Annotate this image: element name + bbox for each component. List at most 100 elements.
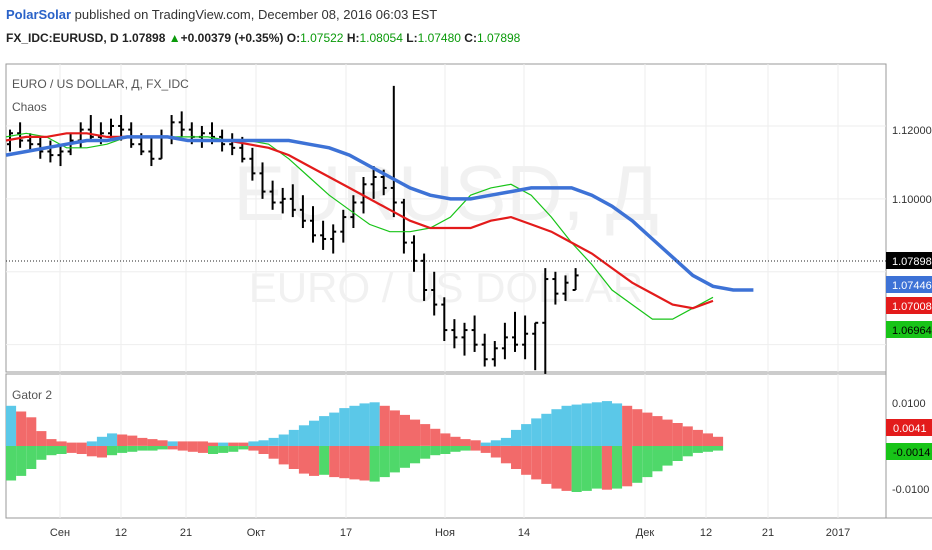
price-bar-51 bbox=[522, 315, 529, 360]
gator-lower-bar-39 bbox=[399, 446, 410, 468]
gator-upper-bar-25 bbox=[258, 440, 269, 447]
gator-upper-bar-52 bbox=[531, 418, 542, 446]
gator-lower-bar-41 bbox=[420, 446, 431, 459]
gator-lower-bar-68 bbox=[692, 446, 703, 453]
lower-pane-title: Gator 2 bbox=[12, 388, 52, 402]
low-value: 1.07480 bbox=[417, 31, 461, 45]
gator-lower-bar-8 bbox=[86, 446, 97, 457]
gator-lower-bar-45 bbox=[460, 446, 471, 451]
gator-upper-bar-43 bbox=[440, 433, 451, 447]
price-bar-25 bbox=[259, 162, 266, 199]
gator-lower-bar-46 bbox=[470, 446, 481, 451]
x-label-12b: 12 bbox=[700, 527, 712, 539]
svg-text:1.06964: 1.06964 bbox=[892, 325, 932, 337]
gator-lower-bar-14 bbox=[147, 446, 158, 451]
gator-lower-bar-29 bbox=[298, 446, 309, 474]
gator-lower-bar-48 bbox=[490, 446, 501, 458]
gator-upper-bar-55 bbox=[561, 405, 572, 447]
gator-lower-bar-56 bbox=[571, 446, 582, 492]
gator-upper-bar-22 bbox=[228, 442, 239, 446]
gator-upper-bar-11 bbox=[117, 434, 128, 446]
gator-upper-bar-9 bbox=[96, 436, 107, 446]
gator-histogram bbox=[6, 401, 724, 492]
gator-lower-bar-16 bbox=[167, 446, 178, 450]
gator-lower-bar-57 bbox=[581, 446, 592, 491]
gator-upper-bar-50 bbox=[511, 429, 522, 446]
gator-lower-bar-40 bbox=[410, 446, 421, 464]
price-bar-26 bbox=[269, 180, 276, 210]
gator-lower-bar-64 bbox=[652, 446, 663, 472]
price-bar-30 bbox=[310, 206, 316, 243]
price-label-last: 1.07898 bbox=[886, 252, 932, 269]
gator-upper-bar-13 bbox=[137, 437, 148, 446]
gator-lower-bar-54 bbox=[551, 446, 562, 489]
gator-upper-bar-64 bbox=[652, 416, 663, 446]
author-link[interactable]: PolarSolar bbox=[6, 7, 72, 22]
svg-text:1.07008: 1.07008 bbox=[892, 301, 932, 313]
gator-lower-bar-70 bbox=[713, 446, 724, 451]
gator-upper-bar-21 bbox=[218, 442, 229, 446]
gator-upper-bar-38 bbox=[389, 410, 400, 446]
gator-upper-bar-54 bbox=[551, 409, 562, 446]
price-label-teeth: 1.07008 bbox=[886, 297, 932, 314]
gator-lower-bar-58 bbox=[591, 446, 602, 489]
gator-upper-bar-61 bbox=[622, 405, 633, 447]
price-bar-42 bbox=[431, 271, 438, 316]
gator-lower-bar-15 bbox=[157, 446, 168, 450]
gator-upper-bar-36 bbox=[369, 402, 380, 446]
gator-upper-bar-47 bbox=[480, 442, 491, 446]
gator-upper-bar-12 bbox=[127, 435, 138, 446]
ohlc-line: FX_IDC:EURUSD, D 1.07898 ▲+0.00379 (+0.3… bbox=[6, 31, 520, 45]
gator-upper-bar-19 bbox=[197, 441, 208, 446]
gator-upper-bar-46 bbox=[470, 440, 481, 447]
watermark-name: EURO / US DOLLAR bbox=[249, 264, 643, 311]
gator-upper-bar-59 bbox=[601, 401, 612, 446]
price-bar-5 bbox=[57, 144, 64, 167]
gator-lower-bar-61 bbox=[622, 446, 633, 487]
gator-lower-bar-60 bbox=[612, 446, 623, 489]
low-label: L: bbox=[406, 31, 418, 45]
x-label-21a: 21 bbox=[180, 527, 192, 539]
price-bar-55 bbox=[562, 275, 569, 301]
gator-lower-bar-66 bbox=[672, 446, 683, 461]
gator-upper-bar-49 bbox=[500, 437, 511, 446]
gator-upper-bar-39 bbox=[399, 414, 410, 446]
up-arrow-icon: ▲ bbox=[168, 31, 181, 45]
gator-lower-bar-4 bbox=[46, 446, 57, 456]
gator-upper-bar-51 bbox=[521, 424, 532, 446]
gator-upper-bar-70 bbox=[713, 436, 724, 446]
price-label-jaw: 1.07446 bbox=[886, 276, 932, 293]
gator-lower-bar-32 bbox=[329, 446, 340, 478]
gator-lower-bar-59 bbox=[601, 446, 612, 490]
gator-upper-bar-20 bbox=[208, 442, 219, 446]
gator-lower-bar-38 bbox=[389, 446, 400, 473]
price-bar-39 bbox=[400, 198, 407, 254]
x-label-17: 17 bbox=[340, 527, 352, 539]
price-bar-28 bbox=[289, 184, 296, 218]
price-bar-8 bbox=[87, 115, 94, 141]
gator-upper-bar-6 bbox=[66, 442, 77, 446]
gator-upper-bar-24 bbox=[248, 441, 259, 446]
price-bar-46 bbox=[471, 315, 478, 352]
price-bar-12 bbox=[128, 122, 135, 148]
gator-label-lower: -0.0014 bbox=[886, 443, 932, 460]
price-bar-50 bbox=[512, 311, 518, 352]
gator-tick-1: 0.0100 bbox=[892, 398, 926, 410]
chart-canvas[interactable]: EURUSD, Д EURO / US DOLLAR EURO / US DOL… bbox=[0, 50, 932, 550]
x-label-nov: Ноя bbox=[435, 527, 455, 539]
gator-lower-bar-51 bbox=[521, 446, 532, 475]
gator-lower-bar-21 bbox=[218, 446, 229, 453]
gator-upper-bar-7 bbox=[76, 442, 87, 446]
x-label-14: 14 bbox=[518, 527, 530, 539]
svg-text:0.0041: 0.0041 bbox=[893, 423, 927, 435]
gator-upper-bar-41 bbox=[420, 424, 431, 446]
gator-upper-bar-1 bbox=[16, 411, 27, 446]
gator-lower-bar-0 bbox=[6, 446, 17, 481]
price-bar-36 bbox=[370, 166, 377, 199]
gator-lower-bar-52 bbox=[531, 446, 542, 480]
svg-text:-0.0014: -0.0014 bbox=[893, 447, 930, 459]
close-value: 1.07898 bbox=[476, 31, 521, 45]
gator-lower-bar-35 bbox=[359, 446, 370, 481]
gator-lower-bar-34 bbox=[349, 446, 360, 480]
price-bar-47 bbox=[481, 333, 488, 367]
